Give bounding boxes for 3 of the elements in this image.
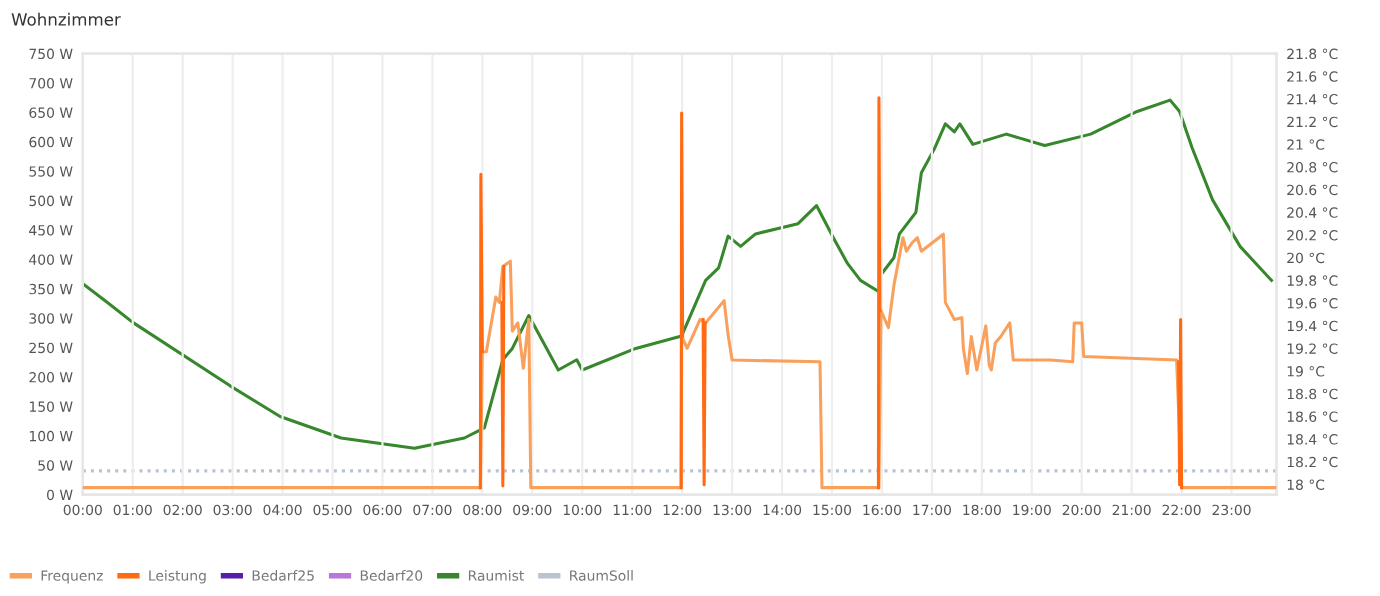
line-series	[82, 232, 1277, 490]
chart-title: Wohnzimmer	[11, 12, 121, 26]
line-series	[82, 98, 1274, 450]
